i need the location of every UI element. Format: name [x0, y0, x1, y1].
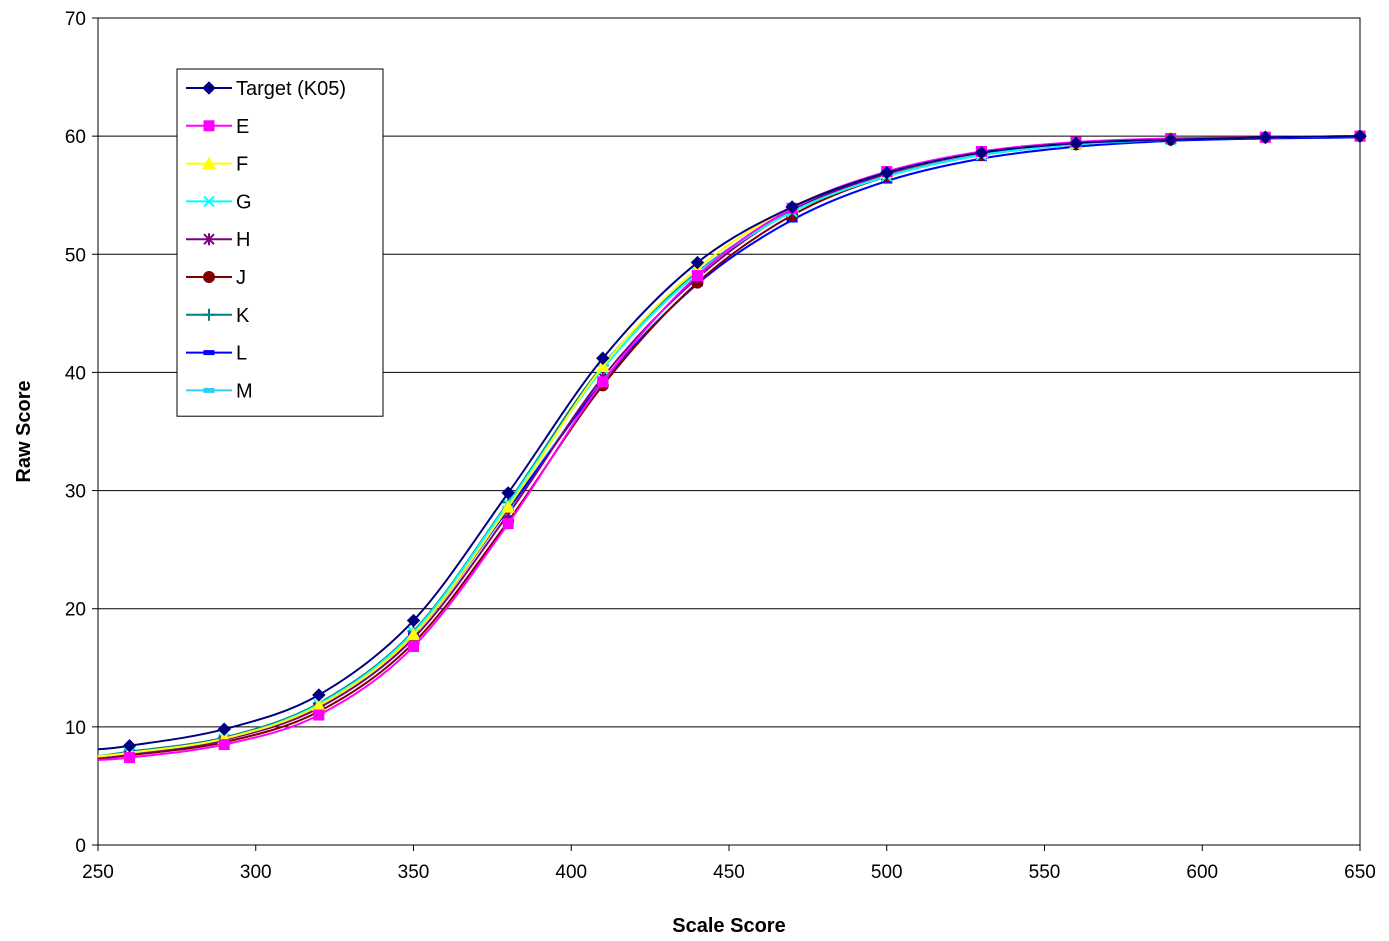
point-1-7 [691, 270, 703, 282]
x-tick-label-550: 550 [1029, 862, 1061, 883]
y-tick-label-10: 10 [65, 718, 86, 739]
x-axis-title: Scale Score [672, 915, 785, 937]
point-1-3 [313, 709, 325, 721]
legend-marker-5 [203, 271, 215, 283]
y-tick-label-70: 70 [65, 9, 86, 30]
point-1-5 [502, 518, 514, 530]
x-tick-label-450: 450 [713, 862, 745, 883]
legend-marker-8 [203, 387, 215, 393]
series-layer [97, 129, 1367, 764]
y-axis-title: Raw Score [13, 380, 35, 482]
x-tick-label-250: 250 [82, 862, 114, 883]
legend-item-1: E [186, 116, 249, 138]
legend-item-0: Target (K05) [186, 78, 346, 100]
legend-label-0: Target (K05) [236, 78, 346, 100]
point-0-3 [312, 688, 326, 702]
legend-label-2: F [236, 154, 248, 176]
point-0-8 [785, 200, 799, 214]
legend-marker-2 [202, 156, 216, 170]
point-2-5 [501, 500, 515, 513]
legend-label-6: K [236, 305, 250, 327]
legend-item-4: H [186, 229, 250, 251]
series-0 [97, 129, 1367, 753]
legend-marker-1 [203, 120, 215, 132]
x-tick-label-500: 500 [871, 862, 903, 883]
point-0-6 [596, 351, 610, 365]
x-tick-label-650: 650 [1344, 862, 1376, 883]
point-0-5 [501, 486, 515, 500]
legend-item-6: K [186, 305, 250, 327]
point-2-4 [406, 627, 421, 641]
y-axis: 0 10 20 30 40 50 60 70 [65, 9, 98, 857]
series-line-0 [97, 135, 1361, 751]
point-1-2 [218, 739, 230, 751]
point-0-2 [217, 722, 231, 736]
point-0-10 [974, 145, 989, 160]
y-tick-label-60: 60 [65, 127, 86, 148]
y-tick-label-20: 20 [65, 600, 86, 621]
point-2-6 [595, 359, 610, 373]
point-0-7 [690, 255, 705, 270]
legend-item-8: M [186, 380, 253, 402]
x-tick-label-350: 350 [398, 862, 430, 883]
legend-item-5: J [186, 267, 246, 289]
legend-marker-4 [203, 233, 215, 246]
legend-item-2: F [186, 154, 248, 176]
point-0-9 [880, 166, 894, 180]
legend-item-7: L [186, 343, 247, 365]
legend-label-1: E [236, 116, 249, 138]
point-0-13 [1258, 130, 1273, 145]
x-tick-label-600: 600 [1186, 862, 1218, 883]
series-line-1 [97, 135, 1361, 761]
point-0-12 [1163, 132, 1178, 147]
x-axis: 250 300 350 400 450 500 550 600 650 [82, 845, 1376, 883]
x-tick-label-400: 400 [555, 862, 587, 883]
point-0-14 [1353, 129, 1367, 143]
point-0-11 [1069, 136, 1083, 150]
y-tick-label-40: 40 [65, 363, 86, 384]
point-1-1 [124, 752, 136, 764]
legend-marker-6 [203, 308, 215, 321]
legend-marker-7 [203, 350, 215, 356]
point-1-6 [597, 376, 609, 388]
legend-label-3: G [236, 191, 252, 213]
legend-label-8: M [236, 380, 253, 402]
y-tick-label-0: 0 [75, 836, 86, 857]
legend-label-7: L [236, 343, 247, 365]
y-tick-label-50: 50 [65, 245, 86, 266]
legend-marker-0 [202, 81, 216, 95]
legend-item-3: G [186, 191, 252, 213]
point-1-4 [408, 641, 419, 653]
legend-marker-3 [203, 195, 215, 208]
y-tick-label-30: 30 [65, 482, 86, 503]
legend-label-5: J [236, 267, 246, 289]
point-0-4 [406, 613, 421, 628]
point-0-1 [122, 739, 137, 753]
legend-label-4: H [236, 229, 250, 251]
x-tick-label-300: 300 [240, 862, 272, 883]
